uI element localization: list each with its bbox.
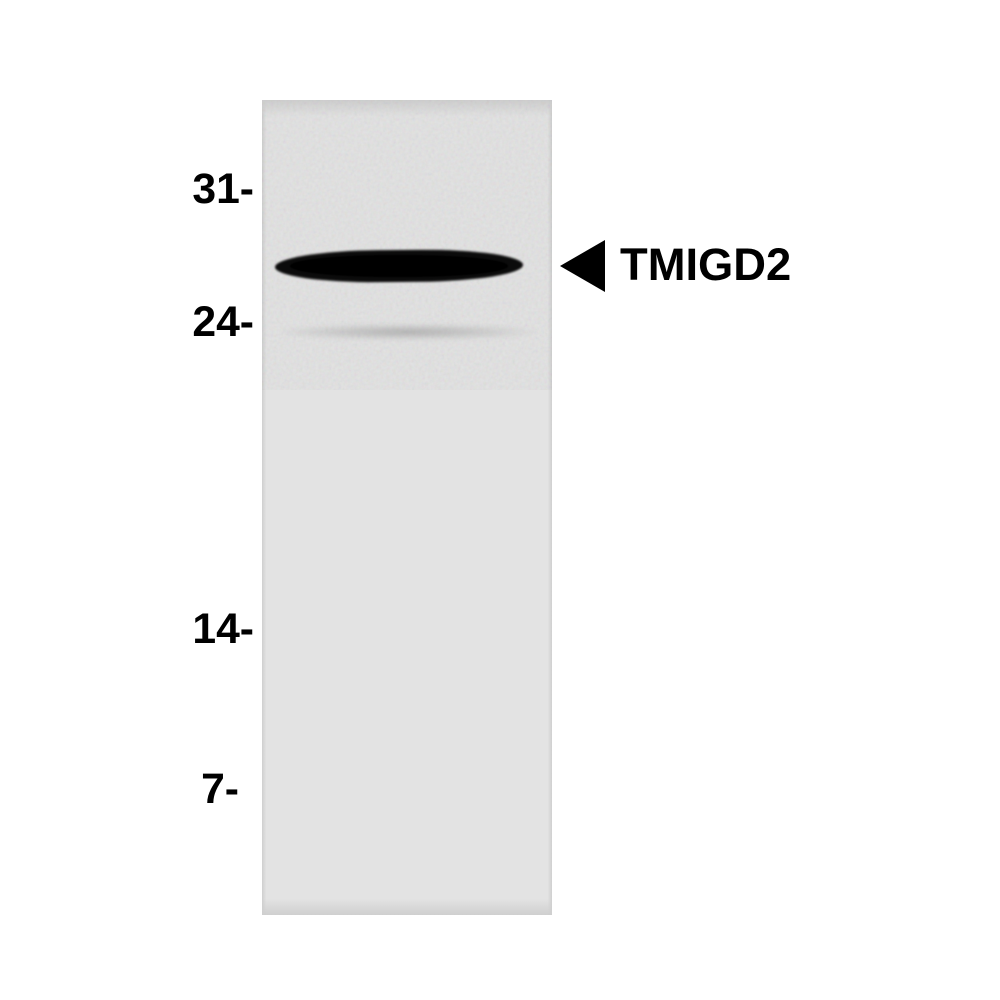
mw-marker: 14- [0, 605, 254, 654]
blot-lane [262, 100, 552, 915]
primary-band-core [290, 255, 508, 277]
protein-label: TMIGD2 [620, 239, 791, 291]
mw-marker: 24- [0, 298, 254, 347]
protein-label-text: TMIGD2 [620, 239, 791, 290]
lane-noise [262, 100, 552, 390]
label-arrowhead [560, 240, 605, 292]
blot-figure: 31- 24- 14- 7- TMIGD2 [0, 0, 1000, 1000]
mw-marker: 7- [0, 765, 239, 814]
faint-band [280, 324, 535, 340]
mw-marker: 31- [0, 165, 254, 214]
